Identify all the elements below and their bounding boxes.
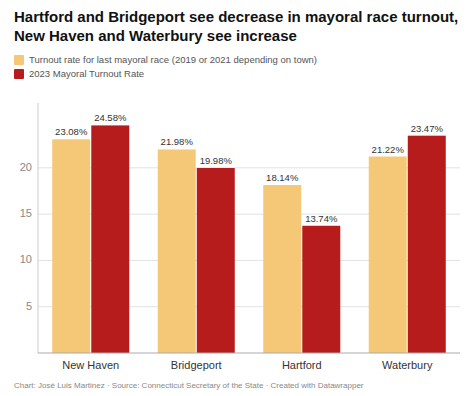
y-axis-line [38, 103, 39, 353]
y-tick-label: 5 [26, 300, 32, 312]
data-label: 24.58% [94, 112, 127, 123]
data-label: 23.08% [55, 126, 88, 137]
x-tick-label: Bridgeport [171, 359, 222, 371]
data-label: 18.14% [266, 172, 299, 183]
x-tick-label: Waterbury [382, 359, 433, 371]
bar [52, 139, 90, 353]
data-label: 19.98% [200, 155, 233, 166]
data-label: 21.22% [372, 144, 405, 155]
legend-item: Turnout rate for last mayoral race (2019… [14, 54, 317, 65]
data-labels: 23.08% 21.98% 18.14% 21.22% 24.58% 19.98% 13.7… [55, 112, 443, 223]
legend-label: Turnout rate for last mayoral race (2019… [29, 54, 317, 65]
bar [91, 125, 129, 353]
bar [408, 136, 446, 353]
y-tick-label: 20 [20, 161, 32, 173]
legend: Turnout rate for last mayoral race (2019… [14, 54, 317, 79]
legend-swatch [14, 55, 24, 65]
data-label: 13.74% [305, 213, 338, 224]
legend-swatch [14, 69, 24, 79]
bar [197, 168, 235, 353]
bar [369, 157, 407, 353]
data-label: 21.98% [161, 136, 194, 147]
chart: Hartford and Bridgeport see decrease in … [0, 0, 474, 396]
data-label: 23.47% [411, 123, 444, 134]
bar [302, 226, 340, 353]
x-axis-line [38, 353, 460, 354]
caption: Chart: José Luis Martinez · Source: Conn… [14, 381, 364, 390]
x-tick-label: New Haven [62, 359, 119, 371]
y-tick-label: 15 [20, 207, 32, 219]
x-axis: New Haven Bridgeport Hartford Waterbury [38, 353, 460, 371]
x-tick-label: Hartford [282, 359, 322, 371]
legend-item: 2023 Mayoral Turnout Rate [14, 68, 144, 79]
title: Hartford and Bridgeport see decrease in … [14, 8, 458, 44]
bar [263, 185, 301, 353]
legend-label: 2023 Mayoral Turnout Rate [29, 68, 144, 79]
bar [158, 149, 196, 353]
y-axis: 5 10 15 20 [20, 103, 460, 353]
y-tick-label: 10 [20, 253, 32, 265]
bars [52, 125, 446, 353]
